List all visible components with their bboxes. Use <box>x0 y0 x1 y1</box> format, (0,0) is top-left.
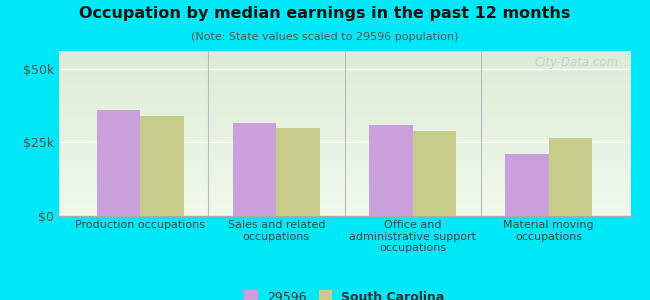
Bar <box>505 154 549 216</box>
Bar <box>549 138 592 216</box>
Bar <box>140 116 184 216</box>
Legend: 29596, South Carolina: 29596, South Carolina <box>239 285 450 300</box>
Bar <box>97 110 140 216</box>
Bar <box>233 123 276 216</box>
Text: (Note: State values scaled to 29596 population): (Note: State values scaled to 29596 popu… <box>191 32 459 41</box>
Bar <box>413 130 456 216</box>
Bar <box>276 128 320 216</box>
Bar <box>369 125 413 216</box>
Text: Occupation by median earnings in the past 12 months: Occupation by median earnings in the pas… <box>79 6 571 21</box>
Text: City-Data.com: City-Data.com <box>535 56 619 69</box>
